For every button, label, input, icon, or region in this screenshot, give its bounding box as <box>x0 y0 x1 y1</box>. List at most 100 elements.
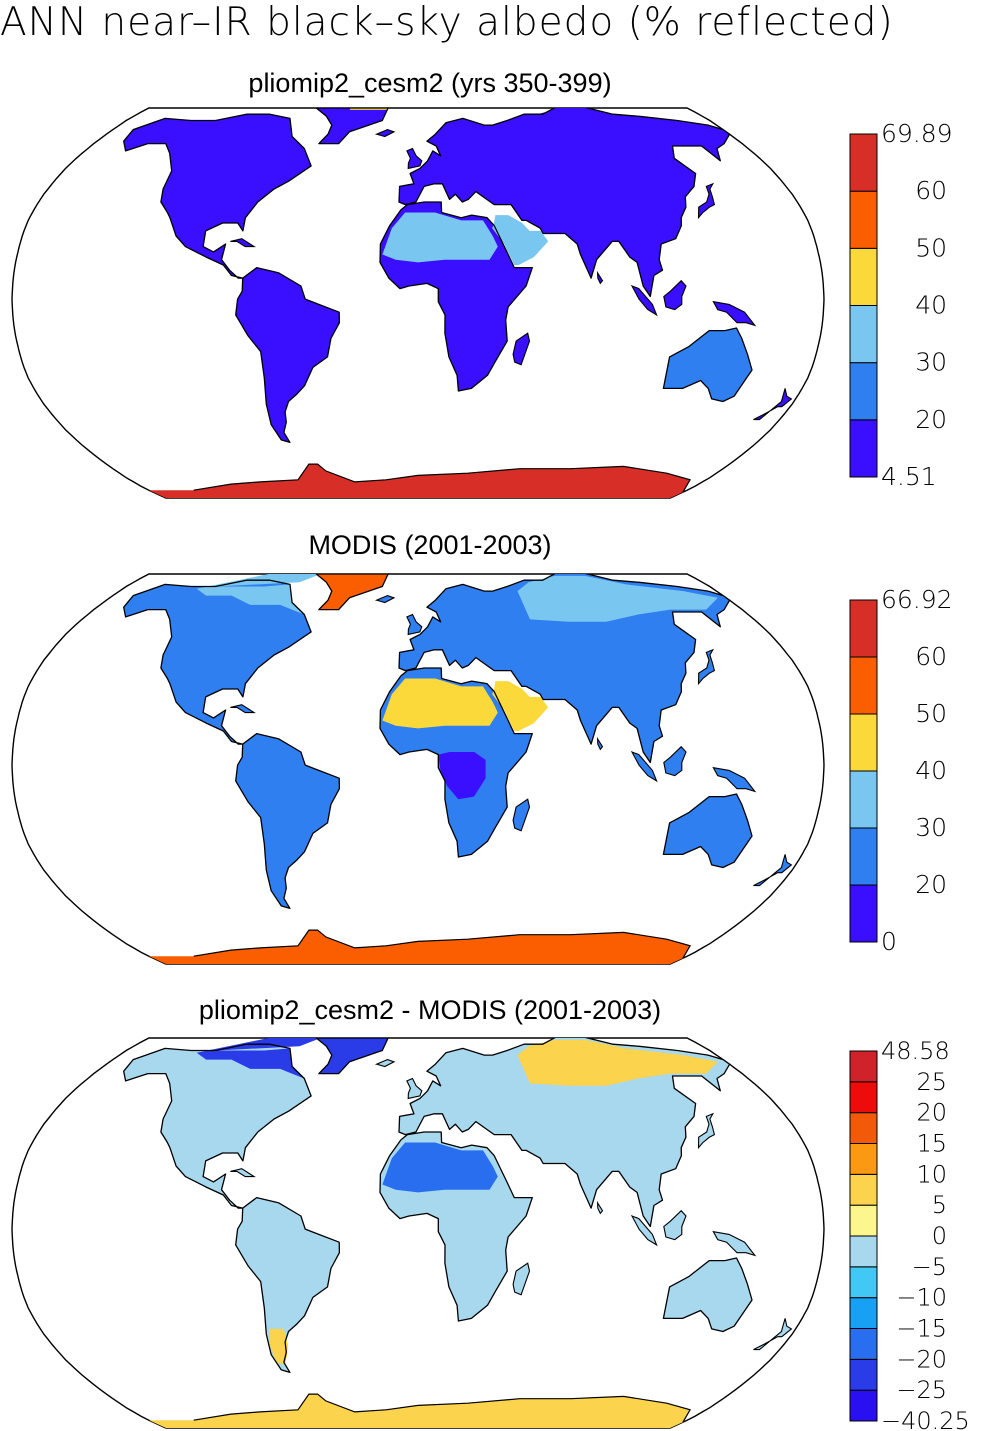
colorbar-tick-label: 10 <box>916 1160 947 1188</box>
colorbar-tick-label: 15 <box>916 1130 947 1158</box>
panel-1-title: pliomip2_cesm2 (yrs 350-399) <box>248 68 612 98</box>
island-sri-lanka <box>596 1200 604 1215</box>
region-antarctica <box>148 1394 691 1428</box>
coastline-antarctica <box>193 929 692 959</box>
region-siberia <box>517 1039 718 1086</box>
colorbar-bin <box>849 1389 878 1422</box>
coastline-australia <box>662 1257 753 1333</box>
colorbar-bin <box>849 190 878 249</box>
colorbar-bin <box>849 1050 878 1083</box>
island-borneo <box>663 1209 687 1241</box>
region-australia <box>663 794 752 868</box>
colorbar-tick-label: 20 <box>916 1099 947 1127</box>
colorbar-tick-label: 30 <box>915 348 947 377</box>
island-sri-lanka <box>596 270 604 285</box>
colorbar-bin <box>849 1297 878 1329</box>
region-greenland <box>316 574 389 610</box>
colorbar-tick-label: −15 <box>896 1315 947 1343</box>
colorbar-bin <box>849 1081 878 1114</box>
region-sahara <box>382 1142 498 1193</box>
colorbar-tick-label: 0 <box>932 1222 947 1250</box>
region-south-america <box>235 1197 340 1373</box>
colorbar-tick-label: −10 <box>896 1284 947 1312</box>
colorbar-bin <box>849 1143 878 1175</box>
colorbar-tick-label: 50 <box>915 233 947 262</box>
colorbar-tick-label: 25 <box>916 1068 947 1096</box>
colorbar-bin <box>849 1328 878 1360</box>
region-sahara <box>382 678 498 729</box>
island-sumatra <box>630 284 658 317</box>
island-new-guinea <box>712 1230 757 1257</box>
colorbar-tick-label: 50 <box>915 699 947 728</box>
coastline-eurasia <box>398 1038 731 1228</box>
island-borneo <box>663 745 687 777</box>
region-eurasia <box>399 1038 730 1227</box>
island-cuba <box>230 1168 256 1178</box>
region-siberia <box>517 109 718 156</box>
colorbar-bin <box>849 713 878 772</box>
region-antarctica <box>148 930 691 964</box>
coastline-north-america <box>123 113 312 279</box>
island-nz <box>753 854 793 887</box>
map-panel-1 <box>11 107 825 499</box>
coastline-antarctica <box>193 1393 692 1423</box>
region-siberia <box>517 575 718 622</box>
colorbar-tick-label: 48.58 <box>881 1037 950 1065</box>
colorbar-bin <box>849 1358 878 1391</box>
island-madagascar <box>512 332 531 366</box>
map-panel-3 <box>11 1037 825 1429</box>
panel-2-title: MODIS (2001-2003) <box>308 530 552 560</box>
colorbar-tick-label: 20 <box>915 405 947 434</box>
region-amazon <box>246 754 310 802</box>
region-antarctica <box>148 464 691 498</box>
colorbar-bin <box>849 827 878 886</box>
colorbar-tick-label: 30 <box>915 813 947 842</box>
colorbar-bin <box>849 133 878 192</box>
region-greenland <box>316 1038 389 1074</box>
coastline-greenland <box>315 108 389 145</box>
region-patagonia <box>269 1328 288 1365</box>
island-new-guinea <box>712 766 757 793</box>
region-arabia <box>492 681 549 731</box>
colorbar-tick-label: 40 <box>915 291 947 320</box>
colorbar-tick-label: 20 <box>915 870 947 899</box>
region-australia <box>663 328 752 402</box>
colorbar-tick-label: 4.51 <box>881 462 937 491</box>
colorbar-bin <box>849 884 878 943</box>
colorbar-bin <box>849 1173 878 1206</box>
region-australia <box>663 1258 752 1332</box>
colorbar-bin <box>849 247 878 306</box>
region-central-africa <box>438 752 486 800</box>
coastline-eurasia <box>398 574 731 764</box>
coastline-south-america <box>235 1196 341 1374</box>
coastline-africa <box>379 1131 533 1322</box>
coastline-north-america <box>123 579 312 745</box>
region-eurasia <box>399 574 730 763</box>
region-arabia <box>492 215 549 265</box>
colorbar-bin <box>849 656 878 715</box>
coastline-south-america <box>235 266 341 444</box>
island-iceland <box>374 1059 396 1068</box>
coastline-australia <box>662 327 753 403</box>
island-cuba <box>230 238 256 248</box>
island-britain <box>406 613 423 636</box>
colorbar-tick-label: 69.89 <box>881 119 953 148</box>
colorbar-tick-label: 60 <box>915 176 947 205</box>
coastline-greenland <box>315 574 389 611</box>
region-south-america <box>235 267 340 443</box>
coastline-africa <box>379 201 533 392</box>
island-madagascar <box>512 1262 531 1296</box>
colorbar-bin <box>849 362 878 421</box>
coastline-south-america <box>235 732 341 910</box>
island-sri-lanka <box>596 736 604 751</box>
island-japan <box>697 1112 716 1150</box>
island-sumatra <box>630 750 658 783</box>
island-cuba <box>230 704 256 714</box>
colorbar-2: 66.92 60 50 40 30 20 0 <box>849 585 953 956</box>
colorbar-bin <box>849 1204 878 1237</box>
island-nz <box>753 1318 793 1351</box>
coastline-africa <box>379 667 533 858</box>
colorbar-tick-label: −5 <box>912 1253 947 1281</box>
